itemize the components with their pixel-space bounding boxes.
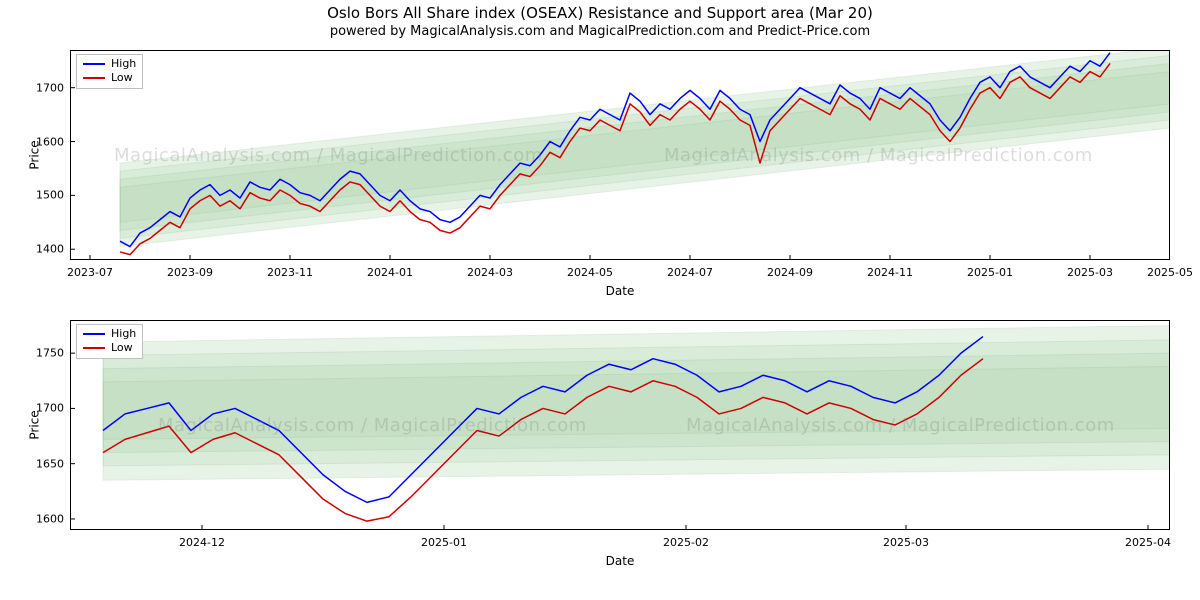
legend-swatch [83, 333, 105, 335]
legend-swatch [83, 63, 105, 65]
plot-area-top [70, 50, 1170, 260]
xtick-label: 2025-05 [1147, 266, 1193, 279]
xlabel-bottom: Date [606, 554, 635, 568]
xtick-label: 2025-03 [1067, 266, 1113, 279]
xtick-label: 2025-02 [663, 536, 709, 549]
xtick-label: 2023-09 [167, 266, 213, 279]
plot-area-bottom [70, 320, 1170, 530]
ytick-label: 1600 [36, 135, 64, 148]
ytick-label: 1700 [36, 81, 64, 94]
legend-entry: Low [83, 71, 136, 85]
legend-swatch [83, 77, 105, 79]
legend-label: High [111, 57, 136, 71]
chart-main-title: Oslo Bors All Share index (OSEAX) Resist… [0, 4, 1200, 22]
xtick-label: 2025-03 [883, 536, 929, 549]
xtick-label: 2024-09 [767, 266, 813, 279]
legend-label: Low [111, 341, 133, 355]
ytick-label: 1750 [36, 347, 64, 360]
xtick-label: 2024-11 [867, 266, 913, 279]
xtick-label: 2025-01 [967, 266, 1013, 279]
xtick-label: 2025-04 [1125, 536, 1171, 549]
legend-top: HighLow [76, 54, 143, 89]
legend-label: High [111, 327, 136, 341]
xtick-label: 2024-05 [567, 266, 613, 279]
xtick-label: 2024-07 [667, 266, 713, 279]
legend-label: Low [111, 71, 133, 85]
legend-bottom: HighLow [76, 324, 143, 359]
legend-entry: Low [83, 341, 136, 355]
legend-entry: High [83, 57, 136, 71]
ytick-label: 1600 [36, 512, 64, 525]
xtick-label: 2025-01 [421, 536, 467, 549]
ytick-label: 1500 [36, 189, 64, 202]
xtick-label: 2023-07 [67, 266, 113, 279]
xtick-label: 2023-11 [267, 266, 313, 279]
xtick-label: 2024-12 [179, 536, 225, 549]
panel-top: MagicalAnalysis.com / MagicalPrediction.… [70, 50, 1170, 260]
ytick-label: 1700 [36, 402, 64, 415]
xtick-label: 2024-03 [467, 266, 513, 279]
legend-swatch [83, 347, 105, 349]
panel-bottom: MagicalAnalysis.com / MagicalPrediction.… [70, 320, 1170, 530]
figure: Oslo Bors All Share index (OSEAX) Resist… [0, 0, 1200, 600]
xlabel-top: Date [606, 284, 635, 298]
ytick-label: 1400 [36, 243, 64, 256]
legend-entry: High [83, 327, 136, 341]
xtick-label: 2024-01 [367, 266, 413, 279]
ytick-label: 1650 [36, 457, 64, 470]
chart-sub-title: powered by MagicalAnalysis.com and Magic… [0, 24, 1200, 39]
